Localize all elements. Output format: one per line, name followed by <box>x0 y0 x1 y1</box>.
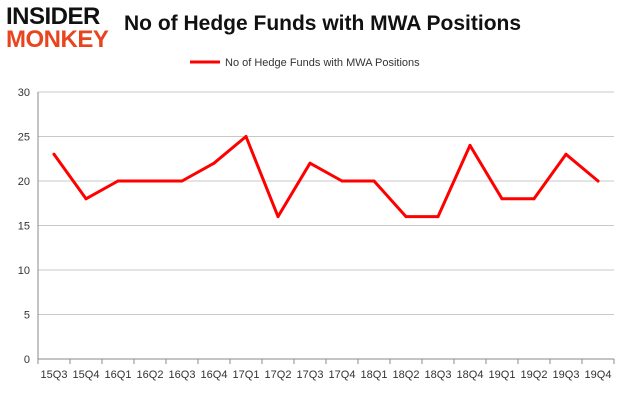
x-tick-label: 19Q2 <box>521 369 548 381</box>
data-point <box>468 143 472 147</box>
data-point <box>308 161 312 165</box>
data-point <box>52 152 56 156</box>
data-point <box>116 179 120 183</box>
data-point <box>532 197 536 201</box>
logo-line-insider: INSIDER <box>6 3 100 30</box>
data-point <box>404 215 408 219</box>
x-tick-label: 18Q1 <box>361 369 388 381</box>
x-tick-label: 17Q1 <box>233 369 260 381</box>
x-tick-label: 17Q2 <box>265 369 292 381</box>
x-tick-label: 18Q2 <box>393 369 420 381</box>
x-tick-label: 18Q4 <box>457 369 484 381</box>
y-tick-label: 0 <box>24 354 30 366</box>
data-point <box>500 197 504 201</box>
data-point <box>596 179 600 183</box>
x-tick-label: 16Q2 <box>137 369 164 381</box>
y-tick-label: 20 <box>18 176 30 188</box>
x-tick-label: 18Q3 <box>425 369 452 381</box>
insider-monkey-logo: INSIDER MONKEY <box>6 3 114 53</box>
x-tick-label: 16Q3 <box>169 369 196 381</box>
data-point <box>244 135 248 138</box>
y-tick-label: 15 <box>18 221 30 233</box>
x-tick-label: 16Q1 <box>105 369 132 381</box>
x-tick-label: 19Q1 <box>489 369 516 381</box>
data-point <box>340 179 344 183</box>
data-point <box>276 215 280 219</box>
data-point <box>148 179 152 183</box>
x-tick-label: 17Q4 <box>329 369 356 381</box>
x-tick-label: 16Q4 <box>201 369 228 381</box>
y-tick-label: 10 <box>18 265 30 277</box>
y-tick-label: 25 <box>18 132 30 144</box>
y-tick-label: 5 <box>24 310 30 322</box>
chart-title: No of Hedge Funds with MWA Positions <box>124 12 522 35</box>
data-point <box>180 179 184 183</box>
legend-label: No of Hedge Funds with MWA Positions <box>225 57 420 69</box>
data-point <box>564 152 568 156</box>
logo-line-monkey: MONKEY <box>6 26 109 53</box>
x-tick-label: 19Q4 <box>585 369 612 381</box>
x-tick-label: 19Q3 <box>553 369 580 381</box>
x-tick-label: 15Q3 <box>41 369 68 381</box>
data-point <box>436 215 440 219</box>
y-tick-label: 30 <box>18 87 30 99</box>
data-point <box>212 161 216 165</box>
x-tick-label: 15Q4 <box>73 369 100 381</box>
series-line <box>52 135 600 219</box>
data-point <box>372 179 376 183</box>
x-tick-label: 17Q3 <box>297 369 324 381</box>
data-point <box>84 197 88 201</box>
